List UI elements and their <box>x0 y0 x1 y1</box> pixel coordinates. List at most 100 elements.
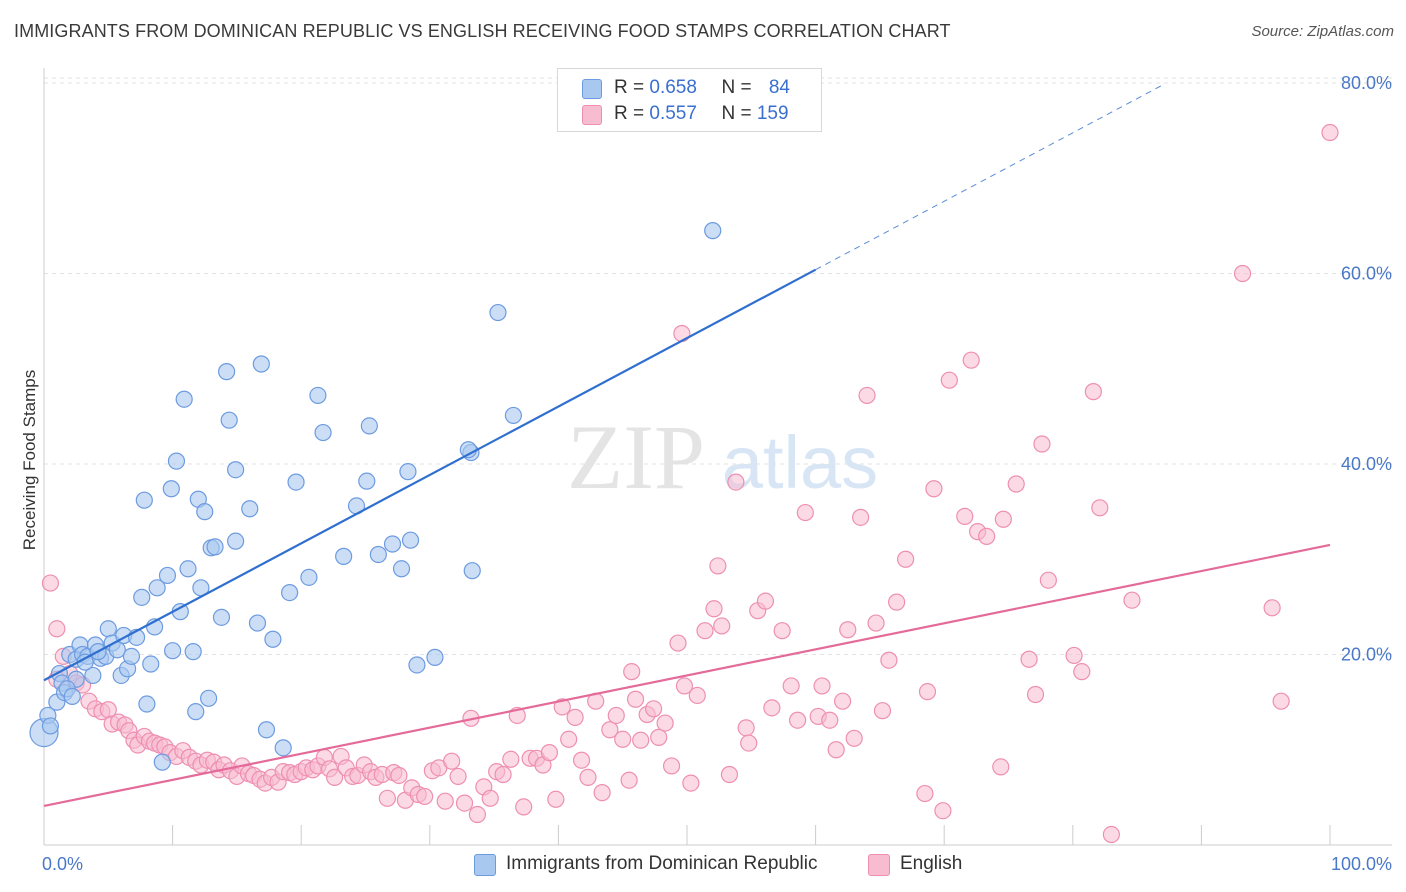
english-point <box>834 692 852 710</box>
english-point <box>978 527 996 545</box>
dominican-point <box>122 647 141 666</box>
english-point <box>773 622 791 640</box>
english-point <box>494 765 512 784</box>
english-point <box>934 802 952 820</box>
english-point <box>839 621 857 639</box>
english-point <box>623 663 641 681</box>
dominican-point <box>167 452 186 470</box>
dominican-trend-line <box>43 268 817 682</box>
english-point <box>1263 599 1281 617</box>
dominican-point <box>401 531 420 549</box>
dominican-point <box>383 535 402 553</box>
english-point <box>566 708 584 726</box>
legend-r-label: R = <box>614 77 650 98</box>
dominican-point <box>220 411 238 429</box>
dominican-point <box>184 643 202 661</box>
trend-lines <box>43 84 1331 808</box>
dominican-point <box>227 461 245 479</box>
dominican-point <box>392 560 411 578</box>
dominican-point <box>426 648 444 666</box>
english-point <box>644 700 663 718</box>
english-point <box>756 592 775 610</box>
english-point <box>845 729 863 747</box>
english-point <box>48 620 66 638</box>
english-point <box>1123 591 1141 609</box>
y-tick-label: 60.0% <box>1341 264 1392 284</box>
english-point <box>727 473 745 491</box>
source-label: Source: ZipAtlas.com <box>1251 23 1394 40</box>
dominican-point <box>309 386 327 405</box>
english-point <box>326 768 344 786</box>
dominican-point <box>175 390 193 408</box>
dominican-point <box>63 687 81 706</box>
english-point <box>481 789 499 807</box>
dominican-point <box>41 717 60 735</box>
dominican-point <box>164 642 182 660</box>
english-point <box>788 711 807 729</box>
english-point <box>827 741 845 759</box>
english-point <box>740 734 758 752</box>
english-point <box>688 686 706 705</box>
english-point <box>1272 692 1290 710</box>
english-point <box>436 792 454 810</box>
dominican-point <box>489 303 507 322</box>
dominican-point <box>399 463 417 481</box>
dominican-point <box>241 500 259 518</box>
bottom-legend-label-english: English <box>900 853 963 874</box>
dominican-point <box>227 532 245 550</box>
dominican-point <box>206 538 224 556</box>
dominican-point <box>369 545 387 564</box>
dominican-point <box>153 753 171 771</box>
english-point <box>873 702 892 720</box>
english-point <box>1065 646 1083 665</box>
dominican-point <box>408 656 426 674</box>
x-tick-label: 100.0% <box>1331 854 1392 874</box>
dominican-point <box>281 583 299 602</box>
english-point <box>443 752 461 770</box>
english-point <box>1073 663 1091 681</box>
english-point <box>601 721 619 739</box>
english-point <box>620 771 638 789</box>
dominican-point <box>287 473 305 491</box>
english-point <box>782 677 800 695</box>
axes <box>43 68 1392 846</box>
english-point <box>547 790 565 808</box>
english-point <box>867 614 885 632</box>
dominican-point <box>133 588 151 606</box>
english-point <box>888 593 906 611</box>
english-point <box>763 699 781 717</box>
dominican-point <box>179 560 197 578</box>
dominican-point <box>99 620 117 638</box>
dominican-point <box>300 568 318 586</box>
legend-r-label: R = <box>614 103 650 124</box>
english-point <box>813 677 831 695</box>
legend-n-label: N = <box>721 103 757 124</box>
dominican-point <box>314 423 332 442</box>
english-point <box>632 731 650 749</box>
english-point <box>1026 685 1045 704</box>
english-point <box>737 719 755 737</box>
english-point <box>1039 571 1057 589</box>
legend-n-value: 84 <box>768 77 790 98</box>
dominican-point <box>138 695 156 713</box>
english-point <box>962 351 980 369</box>
english-point <box>650 728 668 746</box>
dominican-point <box>252 355 270 373</box>
dominican-point <box>84 666 102 685</box>
dominican-point <box>200 689 218 707</box>
y-tick-label: 80.0% <box>1341 73 1392 93</box>
watermark-atlas: atlas <box>722 421 878 504</box>
english-point <box>572 751 591 769</box>
dominican-point <box>504 406 522 425</box>
legend: R = 0.658 N = 84 R = 0.557 N = 159 <box>557 68 822 132</box>
dominican-point <box>196 503 214 521</box>
dominican-point <box>248 614 267 632</box>
dominican-point <box>135 491 153 509</box>
english-point <box>662 757 681 775</box>
dominican-point <box>142 655 160 673</box>
english-point <box>502 750 520 768</box>
english-point <box>994 510 1012 528</box>
dominican-point <box>257 721 276 739</box>
dominican-point <box>158 566 177 585</box>
english-point <box>925 480 943 498</box>
